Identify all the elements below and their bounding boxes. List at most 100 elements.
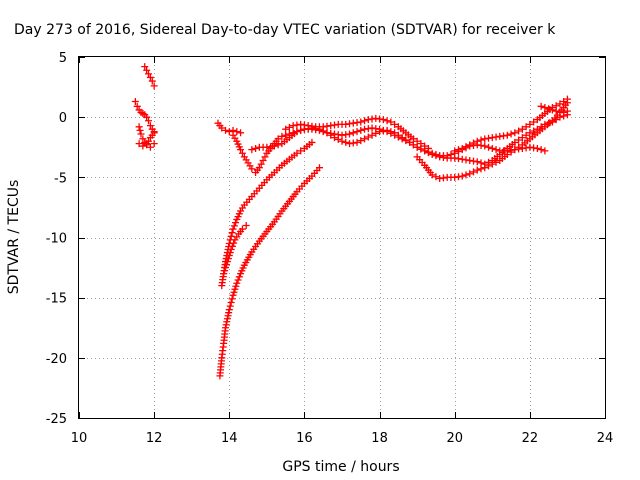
data-point: [515, 127, 523, 135]
x-tick-label: 20: [446, 431, 463, 446]
data-point: [488, 160, 496, 168]
data-point: [135, 140, 143, 148]
data-point: [248, 146, 256, 154]
x-tick-label: 22: [522, 431, 539, 446]
data-point: [526, 120, 534, 128]
x-tick-label: 12: [146, 431, 163, 446]
data-point: [293, 149, 301, 157]
data-point: [477, 136, 485, 144]
data-point: [402, 136, 410, 144]
data-point: [346, 130, 354, 138]
data-point: [383, 126, 391, 134]
data-point: [278, 132, 286, 140]
data-point: [387, 118, 395, 126]
series-rise-b: [218, 138, 316, 290]
data-point: [533, 144, 541, 152]
axis-ticks: [79, 57, 606, 419]
data-point: [145, 117, 153, 125]
data-point: [137, 130, 145, 138]
series-arc-early-base: [135, 140, 158, 151]
data-point: [541, 104, 549, 112]
data-point: [274, 135, 282, 143]
data-point: [230, 288, 238, 296]
data-point: [285, 123, 293, 131]
x-tick-label: 10: [71, 431, 88, 446]
data-point: [139, 142, 147, 150]
data-point: [225, 306, 233, 314]
y-tick-label: -10: [46, 232, 67, 247]
data-point: [220, 270, 228, 278]
data-point: [357, 137, 365, 145]
data-point: [282, 125, 290, 133]
data-point: [462, 171, 470, 179]
series-arc-4: [282, 114, 432, 152]
x-tick-label: 24: [597, 431, 614, 446]
data-point: [548, 106, 556, 114]
data-point: [387, 128, 395, 136]
data-point: [470, 139, 477, 147]
plot-frame: [78, 56, 606, 419]
data-point: [226, 249, 234, 257]
data-point: [417, 140, 425, 148]
data-point: [235, 273, 243, 281]
data-point: [454, 146, 462, 154]
data-point: [255, 164, 263, 172]
data-point: [511, 138, 519, 146]
data-point: [327, 131, 335, 139]
data-point: [518, 134, 526, 142]
data-point: [409, 141, 417, 149]
series-rise-a: [216, 164, 323, 380]
data-point: [428, 150, 436, 158]
data-point: [383, 117, 391, 125]
data-point: [466, 170, 474, 178]
data-point: [530, 127, 538, 135]
x-tick-labels: 10 12 14 16 18 20 22 24: [71, 431, 614, 446]
chart-title: Day 273 of 2016, Sidereal Day-to-day VTE…: [14, 22, 556, 38]
data-point: [225, 252, 233, 260]
data-point: [222, 264, 230, 272]
data-point: [238, 149, 246, 157]
data-point: [353, 138, 361, 146]
data-point: [530, 118, 538, 126]
data-point: [297, 147, 305, 155]
data-point: [462, 143, 470, 151]
data-point: [481, 164, 489, 172]
data-point: [342, 138, 350, 146]
data-point: [146, 143, 154, 151]
y-tick-label: 0: [59, 111, 67, 126]
x-tick-label: 18: [371, 431, 388, 446]
series-arc-1: [214, 119, 245, 137]
data-point: [466, 141, 474, 149]
data-point: [224, 255, 232, 263]
data-point: [226, 302, 234, 310]
data-point: [451, 147, 459, 155]
data-point: [293, 128, 301, 136]
data-point: [274, 141, 282, 149]
series-arc-early-top: [141, 63, 158, 90]
data-point: [391, 129, 399, 137]
y-tick-labels: 5 0 -5 -10 -15 -20 -25: [46, 51, 67, 427]
data-point: [334, 135, 342, 143]
data-point: [537, 102, 545, 110]
data-point: [560, 98, 568, 106]
data-point: [150, 82, 158, 90]
data-point: [477, 159, 485, 167]
data-point: [473, 166, 481, 174]
y-tick-label: 5: [59, 51, 67, 66]
data-point: [518, 125, 526, 133]
data-point: [413, 143, 421, 151]
data-point: [368, 131, 376, 139]
data-point: [511, 129, 519, 137]
data-point: [143, 141, 151, 149]
data-point: [428, 171, 436, 179]
data-point: [477, 165, 485, 173]
data-point: [413, 137, 421, 145]
data-point: [228, 229, 236, 237]
data-point: [225, 128, 233, 136]
data-point: [228, 295, 236, 303]
series-arc-7: [537, 102, 571, 116]
data-point: [315, 164, 323, 172]
data-point: [223, 258, 231, 266]
data-point: [560, 108, 568, 116]
